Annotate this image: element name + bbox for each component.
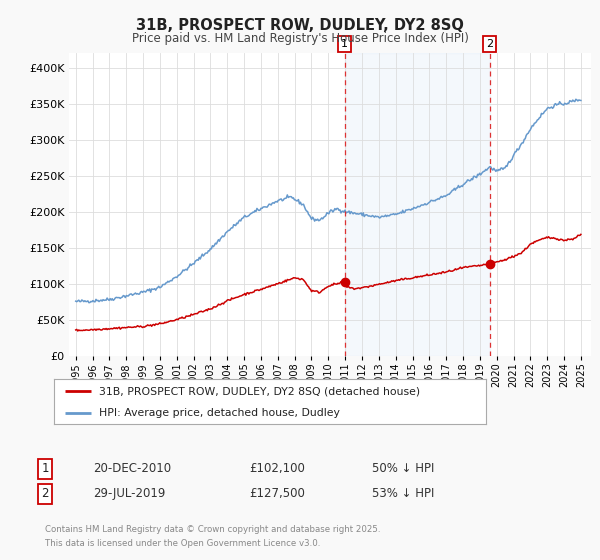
Text: HPI: Average price, detached house, Dudley: HPI: Average price, detached house, Dudl…	[100, 408, 340, 418]
Text: 31B, PROSPECT ROW, DUDLEY, DY2 8SQ (detached house): 31B, PROSPECT ROW, DUDLEY, DY2 8SQ (deta…	[100, 386, 421, 396]
Text: 29-JUL-2019: 29-JUL-2019	[93, 487, 166, 501]
Text: 1: 1	[41, 462, 49, 475]
Text: 2: 2	[486, 39, 493, 49]
Text: 1: 1	[341, 39, 348, 49]
Text: Price paid vs. HM Land Registry's House Price Index (HPI): Price paid vs. HM Land Registry's House …	[131, 32, 469, 45]
Bar	[344, 53, 490, 356]
Text: 53% ↓ HPI: 53% ↓ HPI	[372, 487, 434, 501]
Text: This data is licensed under the Open Government Licence v3.0.: This data is licensed under the Open Gov…	[45, 539, 320, 548]
Text: 50% ↓ HPI: 50% ↓ HPI	[372, 462, 434, 475]
Text: Contains HM Land Registry data © Crown copyright and database right 2025.: Contains HM Land Registry data © Crown c…	[45, 525, 380, 534]
Text: 20-DEC-2010: 20-DEC-2010	[93, 462, 171, 475]
Text: 2: 2	[41, 487, 49, 501]
Text: £127,500: £127,500	[249, 487, 305, 501]
Text: 31B, PROSPECT ROW, DUDLEY, DY2 8SQ: 31B, PROSPECT ROW, DUDLEY, DY2 8SQ	[136, 18, 464, 33]
Text: £102,100: £102,100	[249, 462, 305, 475]
